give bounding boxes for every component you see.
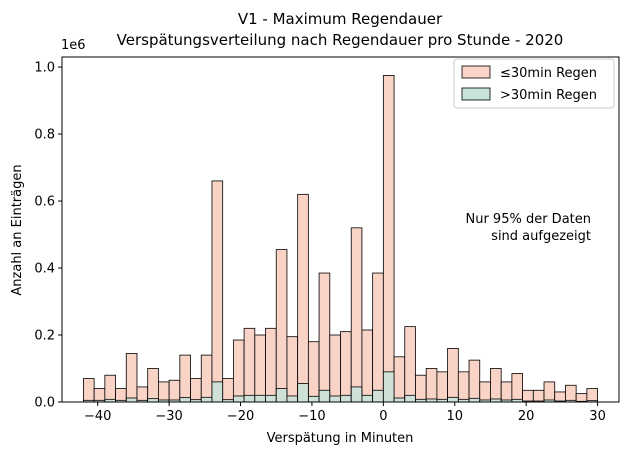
- bar-rain-short-7: [158, 382, 169, 402]
- bar-rain-long-24: [341, 395, 352, 402]
- bar-rain-short-29: [394, 357, 405, 402]
- bar-rain-short-5: [137, 387, 148, 402]
- bar-rain-short-46: [576, 394, 587, 402]
- x-tick-label: 0: [379, 409, 387, 424]
- bar-rain-short-31: [415, 375, 426, 402]
- bar-rain-long-17: [266, 395, 277, 402]
- bar-rain-short-25: [351, 228, 362, 402]
- bar-rain-short-14: [233, 340, 244, 402]
- bar-rain-long-27: [373, 390, 384, 402]
- bar-rain-short-15: [244, 328, 255, 402]
- bar-rain-long-29: [394, 398, 405, 402]
- bar-rain-long-15: [244, 395, 255, 402]
- bar-rain-short-26: [362, 330, 373, 402]
- bar-rain-long-16: [255, 395, 266, 402]
- bar-rain-short-16: [255, 335, 266, 402]
- bar-rain-long-6: [148, 399, 159, 402]
- bar-rain-short-44: [555, 392, 566, 402]
- legend-swatch-rain-short: [462, 66, 490, 78]
- bar-rain-long-19: [287, 396, 298, 402]
- chart-title: V1 - Maximum Regendauer: [238, 10, 443, 28]
- bar-rain-short-47: [587, 389, 598, 402]
- x-tick-label: −10: [298, 409, 325, 424]
- x-axis-ticks: −40 −30 −20 −10 0 10 20 30: [84, 402, 606, 424]
- bar-rain-short-13: [223, 379, 234, 402]
- bar-rain-long-14: [233, 396, 244, 402]
- bar-rain-short-38: [490, 369, 501, 402]
- x-tick-label: 30: [589, 409, 606, 424]
- y-tick-label: 0.0: [34, 396, 55, 411]
- bar-rain-short-37: [480, 382, 491, 402]
- bar-rain-long-9: [180, 398, 191, 402]
- y-axis-ticks: 0.0 0.2 0.4 0.6 0.8 1.0: [34, 61, 62, 411]
- bar-rain-long-25: [351, 387, 362, 402]
- bar-rain-short-12: [212, 181, 223, 402]
- bar-rain-short-22: [319, 273, 330, 402]
- legend: ≤30min Regen >30min Regen: [454, 59, 614, 108]
- bar-rain-short-23: [330, 335, 341, 402]
- bar-rain-short-42: [533, 390, 544, 402]
- y-tick-label: 0.8: [34, 128, 55, 143]
- y-axis-label: Anzahl an Einträgen: [10, 164, 25, 295]
- bar-rain-short-35: [458, 372, 469, 402]
- bar-rain-long-28: [383, 372, 394, 402]
- bar-rain-long-12: [212, 382, 223, 402]
- bar-rain-short-10: [191, 379, 202, 402]
- bar-rain-short-24: [341, 332, 352, 402]
- bar-rain-short-34: [448, 348, 459, 402]
- x-tick-label: −40: [84, 409, 111, 424]
- x-tick-label: 20: [518, 409, 535, 424]
- bar-rain-long-11: [201, 397, 212, 402]
- bar-rain-short-4: [126, 353, 137, 402]
- bar-rain-short-19: [287, 337, 298, 402]
- bar-rain-short-9: [180, 355, 191, 402]
- bar-rain-short-40: [512, 374, 523, 402]
- x-axis-label: Verspätung in Minuten: [267, 431, 414, 446]
- bar-rain-short-36: [469, 360, 480, 402]
- bar-rain-short-28: [383, 75, 394, 402]
- bar-rain-short-32: [426, 369, 437, 402]
- bar-rain-long-30: [405, 395, 416, 402]
- bar-rain-short-45: [565, 385, 576, 402]
- bar-rain-long-26: [362, 395, 373, 402]
- y-scale-label: 1e6: [61, 38, 86, 53]
- annotation-text: Nur 95% der Daten sind aufgezeigt: [465, 212, 591, 244]
- y-tick-label: 1.0: [34, 61, 55, 76]
- bar-rain-short-17: [266, 328, 277, 402]
- bar-rain-short-11: [201, 355, 212, 402]
- bar-rain-long-4: [126, 398, 137, 402]
- bar-rain-long-18: [276, 389, 287, 402]
- bar-rain-short-6: [148, 369, 159, 402]
- x-tick-label: −20: [227, 409, 254, 424]
- bar-rain-long-21: [308, 396, 319, 402]
- y-tick-label: 0.6: [34, 195, 55, 210]
- bar-rain-long-20: [298, 384, 309, 402]
- x-tick-label: −30: [155, 409, 182, 424]
- bar-rain-short-21: [308, 342, 319, 402]
- bar-rain-short-43: [544, 382, 555, 402]
- bar-rain-short-8: [169, 380, 180, 402]
- bar-rain-long-22: [319, 390, 330, 402]
- y-tick-label: 0.4: [34, 262, 55, 277]
- chart-subtitle: Verspätungsverteilung nach Regendauer pr…: [117, 31, 564, 49]
- bar-rain-short-20: [298, 194, 309, 402]
- bar-rain-short-0: [83, 379, 94, 402]
- bar-rain-long-36: [469, 398, 480, 402]
- y-tick-label: 0.2: [34, 329, 55, 344]
- bar-rain-short-33: [437, 372, 448, 402]
- legend-swatch-rain-long: [462, 88, 490, 100]
- bar-rain-short-39: [501, 382, 512, 402]
- bar-rain-short-2: [105, 375, 116, 402]
- bar-rain-short-41: [523, 390, 534, 402]
- bar-rain-long-23: [330, 396, 341, 402]
- bar-rain-long-34: [448, 397, 459, 402]
- x-tick-label: 10: [446, 409, 463, 424]
- legend-label-rain-long: >30min Regen: [500, 88, 597, 103]
- bar-rain-short-18: [276, 250, 287, 402]
- bar-rain-short-27: [373, 273, 384, 402]
- legend-label-rain-short: ≤30min Regen: [500, 66, 597, 81]
- bar-rain-short-30: [405, 327, 416, 402]
